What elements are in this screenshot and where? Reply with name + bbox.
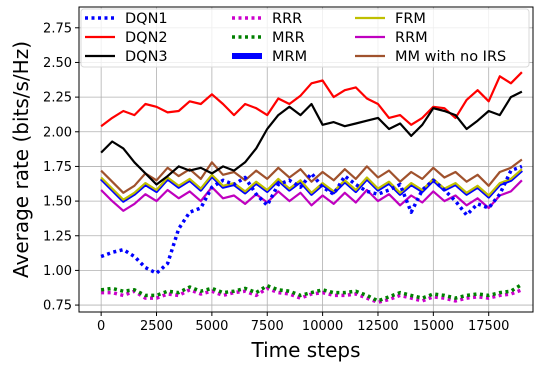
legend-label-mm-with-no-irs: MM with no IRS — [395, 49, 506, 65]
x-tick-label: 12500 — [357, 319, 398, 334]
y-tick-label: 0.75 — [43, 299, 72, 314]
legend: DQN1 DQN2 DQN3 RRR MRR MRM FRM RRM MM with no IR… — [80, 8, 530, 68]
legend-label-rrm: RRM — [395, 30, 428, 46]
legend-label-rrr: RRR — [272, 11, 302, 27]
legend-label-dqn3: DQN3 — [125, 49, 168, 65]
series-line-frm — [100, 168, 523, 201]
y-tick-label: 1.75 — [43, 160, 72, 175]
x-tick-label: 15000 — [413, 319, 454, 334]
legend-label-frm: FRM — [395, 11, 426, 27]
series-line-mm-with-no-irs — [100, 158, 523, 194]
x-tick-label: 7500 — [251, 319, 284, 334]
y-tick-label: 2.50 — [43, 56, 72, 71]
x-tick-label: 0 — [97, 319, 105, 334]
ticks: 0 2500 5000 7500 10000 12500 15000 17500 0.75 1.0… — [43, 21, 509, 334]
x-tick-label: 17500 — [468, 319, 509, 334]
y-tick-label: 2.75 — [43, 21, 72, 36]
x-tick-label: 10000 — [302, 319, 343, 334]
y-tick-label: 1.00 — [43, 264, 72, 279]
y-axis-label: Average rate (bits/s/Hz) — [9, 41, 33, 278]
y-tick-label: 2.00 — [43, 125, 72, 140]
legend-box — [80, 8, 530, 68]
legend-label-mrr: MRR — [272, 30, 305, 46]
series-line-rrm — [100, 179, 523, 212]
x-axis-label: Time steps — [251, 338, 361, 362]
x-tick-label: 5000 — [195, 319, 228, 334]
y-tick-label: 1.25 — [43, 229, 72, 244]
legend-label-mrm: MRM — [272, 49, 307, 65]
series-line-dqn3 — [100, 90, 523, 186]
legend-label-dqn2: DQN2 — [125, 30, 168, 46]
legend-label-dqn1: DQN1 — [125, 11, 168, 27]
series-line-mrr — [100, 282, 523, 303]
series-line-mrm — [99, 169, 523, 203]
series-line-rrr — [101, 286, 523, 305]
y-tick-label: 2.25 — [43, 91, 72, 106]
y-tick-label: 1.50 — [43, 195, 72, 210]
series-line-dqn1 — [100, 164, 523, 275]
series-layer — [99, 71, 523, 305]
plot-frame — [78, 6, 534, 313]
x-tick-label: 2500 — [140, 319, 173, 334]
